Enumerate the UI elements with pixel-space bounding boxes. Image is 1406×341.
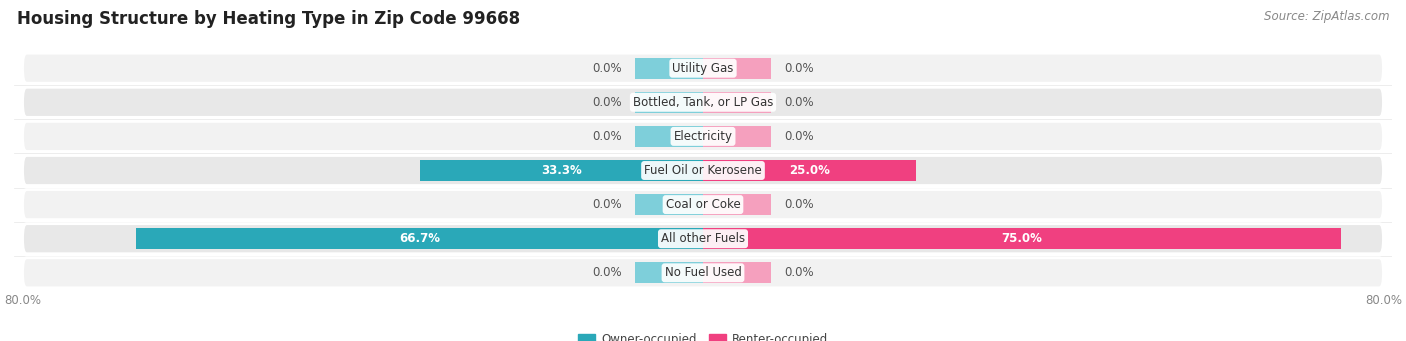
Text: Fuel Oil or Kerosene: Fuel Oil or Kerosene — [644, 164, 762, 177]
Bar — [703, 194, 770, 215]
Text: All other Fuels: All other Fuels — [661, 232, 745, 245]
Bar — [636, 58, 703, 79]
Text: Bottled, Tank, or LP Gas: Bottled, Tank, or LP Gas — [633, 96, 773, 109]
Text: 66.7%: 66.7% — [399, 232, 440, 245]
Legend: Owner-occupied, Renter-occupied: Owner-occupied, Renter-occupied — [572, 328, 834, 341]
FancyBboxPatch shape — [22, 190, 1384, 220]
Text: 0.0%: 0.0% — [592, 96, 623, 109]
Bar — [636, 262, 703, 283]
Text: Utility Gas: Utility Gas — [672, 62, 734, 75]
Text: 75.0%: 75.0% — [1001, 232, 1042, 245]
Text: 0.0%: 0.0% — [592, 266, 623, 279]
Bar — [136, 228, 703, 249]
Text: Housing Structure by Heating Type in Zip Code 99668: Housing Structure by Heating Type in Zip… — [17, 10, 520, 28]
Text: 0.0%: 0.0% — [783, 130, 814, 143]
Text: No Fuel Used: No Fuel Used — [665, 266, 741, 279]
Text: Source: ZipAtlas.com: Source: ZipAtlas.com — [1264, 10, 1389, 23]
Bar — [703, 262, 770, 283]
Text: 0.0%: 0.0% — [783, 62, 814, 75]
FancyBboxPatch shape — [22, 53, 1384, 83]
Bar — [703, 126, 770, 147]
Text: 0.0%: 0.0% — [592, 130, 623, 143]
Bar — [636, 194, 703, 215]
Bar — [703, 92, 770, 113]
FancyBboxPatch shape — [22, 224, 1384, 254]
Text: 0.0%: 0.0% — [783, 198, 814, 211]
Text: 0.0%: 0.0% — [783, 266, 814, 279]
FancyBboxPatch shape — [22, 87, 1384, 117]
Text: 0.0%: 0.0% — [783, 96, 814, 109]
Text: 33.3%: 33.3% — [541, 164, 582, 177]
Text: Electricity: Electricity — [673, 130, 733, 143]
Bar — [636, 92, 703, 113]
Bar — [636, 126, 703, 147]
Bar — [703, 228, 1341, 249]
Text: 25.0%: 25.0% — [789, 164, 830, 177]
FancyBboxPatch shape — [22, 155, 1384, 186]
Text: 0.0%: 0.0% — [592, 62, 623, 75]
Text: 0.0%: 0.0% — [592, 198, 623, 211]
Bar — [703, 58, 770, 79]
FancyBboxPatch shape — [22, 258, 1384, 288]
Bar — [420, 160, 703, 181]
Bar — [703, 160, 915, 181]
Text: Coal or Coke: Coal or Coke — [665, 198, 741, 211]
FancyBboxPatch shape — [22, 121, 1384, 151]
